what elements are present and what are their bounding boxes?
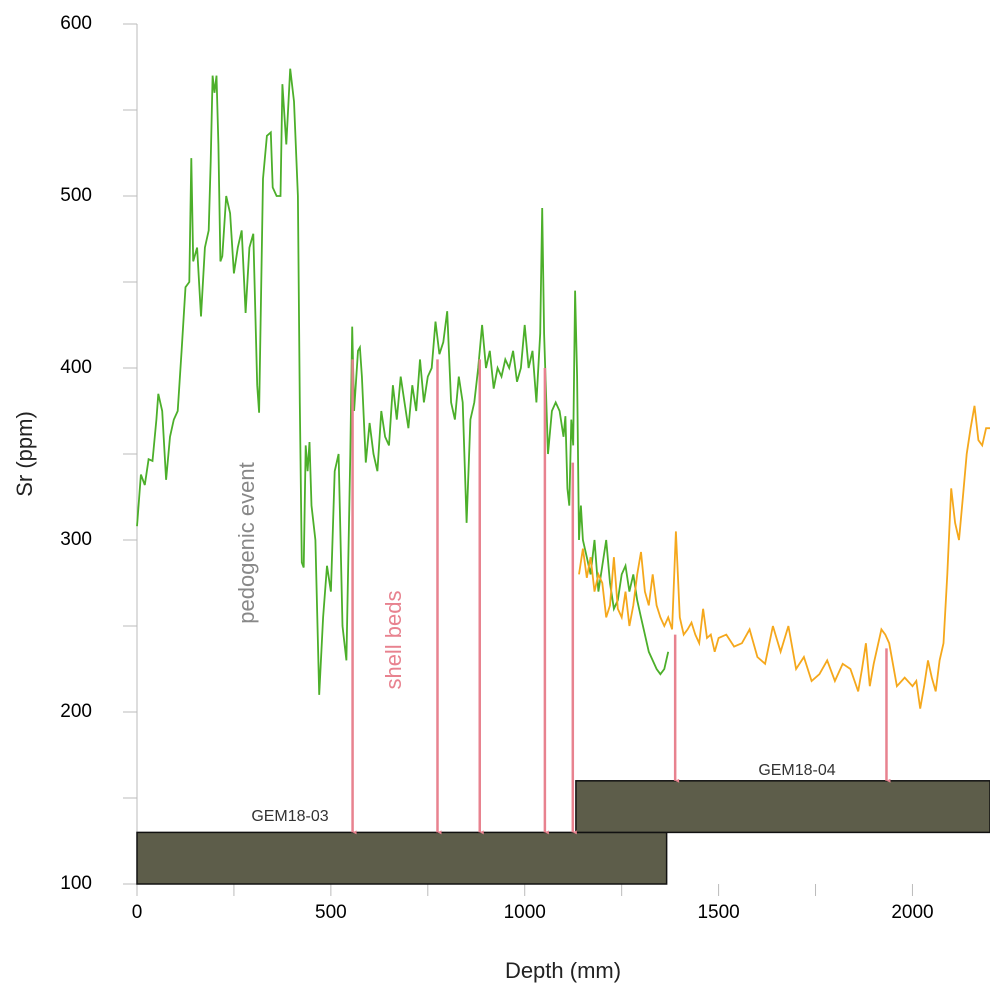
y-tick-label: 100: [60, 873, 92, 894]
x-tick-label: 0: [132, 902, 143, 923]
series-line: [136, 68, 670, 695]
x-tick-label: 500: [315, 902, 347, 923]
y-tick-label: 400: [60, 357, 92, 378]
core-label: GEM18-03: [251, 808, 328, 825]
y-tick-label: 200: [60, 701, 92, 722]
series-line: [578, 405, 990, 709]
core-image: [575, 780, 990, 834]
x-tick-label: 2000: [891, 902, 933, 923]
y-tick-label: 500: [60, 185, 92, 206]
annotation: shell beds: [381, 590, 406, 689]
y-axis-title: Sr (ppm): [12, 411, 37, 497]
core-image: [136, 831, 668, 885]
annotation: pedogenic event: [234, 462, 259, 623]
y-tick-label: 600: [60, 13, 92, 34]
x-tick-label: 1000: [504, 902, 546, 923]
core-label: GEM18-04: [758, 762, 835, 779]
y-tick-label: 300: [60, 529, 92, 550]
x-axis-title: Depth (mm): [505, 958, 621, 983]
x-tick-label: 1500: [697, 902, 739, 923]
